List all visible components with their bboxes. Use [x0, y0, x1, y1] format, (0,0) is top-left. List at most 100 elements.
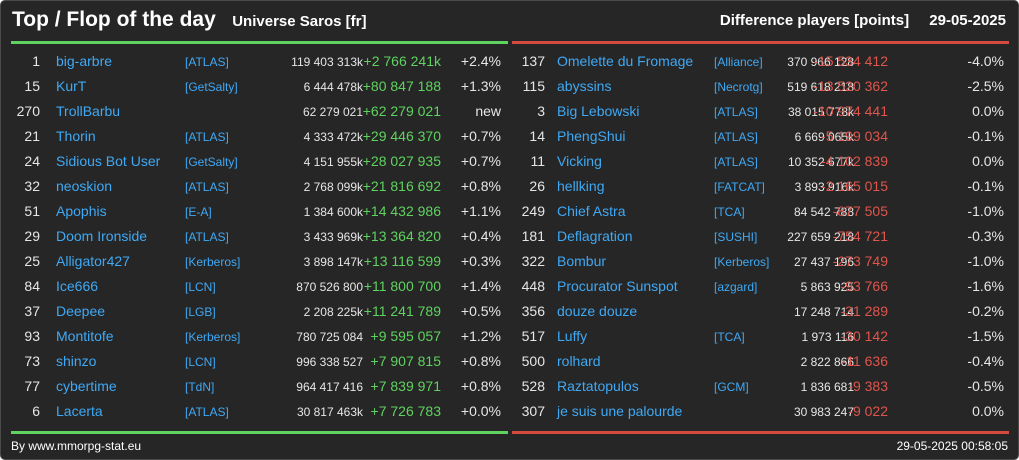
- alliance-tag[interactable]: [TCA]: [714, 205, 745, 219]
- alliance-tag[interactable]: [LCN]: [185, 355, 216, 369]
- points-diff: +7 726 783: [370, 403, 441, 419]
- universe-label: Universe Saros [fr]: [232, 13, 367, 30]
- alliance-tag[interactable]: [Kerberos]: [185, 255, 241, 269]
- alliance-tag[interactable]: [Kerberos]: [185, 330, 241, 344]
- points-diff: -9 022: [848, 403, 888, 419]
- player-name[interactable]: Omelette du Fromage: [557, 53, 694, 69]
- alliance-tag[interactable]: [ATLAS]: [714, 105, 758, 119]
- points: 2 768 099k: [303, 180, 363, 194]
- points: 227 659 218: [787, 230, 854, 244]
- top-accent-bar: [11, 41, 508, 44]
- player-name[interactable]: Ice666: [56, 278, 99, 294]
- rank: 1: [32, 53, 40, 69]
- alliance-tag[interactable]: [ATLAS]: [185, 230, 229, 244]
- points-diff: +28 027 935: [362, 153, 441, 169]
- alliance-tag[interactable]: [TCA]: [714, 330, 745, 344]
- alliance-tag[interactable]: [SUSHI]: [714, 230, 758, 244]
- flop-player-row: 11 Vicking [ATLAS] 10 352 677k -4 102 839 0.0…: [512, 149, 1009, 174]
- alliance-tag[interactable]: [ATLAS]: [185, 180, 229, 194]
- player-name[interactable]: Raztatopulos: [557, 378, 639, 394]
- alliance-tag[interactable]: [ATLAS]: [185, 405, 229, 419]
- rank: 500: [521, 353, 545, 369]
- alliance-tag[interactable]: [GetSalty]: [185, 80, 238, 94]
- points-diff: +13 116 599: [363, 253, 441, 269]
- points: 1 973 116: [801, 330, 855, 344]
- alliance-tag[interactable]: [FATCAT]: [714, 180, 765, 194]
- percent-change: +0.4%: [460, 228, 501, 244]
- player-name[interactable]: Deepee: [56, 303, 106, 319]
- top-player-row: 15 KurT [GetSalty] 6 444 478k +80 847 188 +1.…: [11, 74, 508, 99]
- points-diff: -10 974 441: [813, 103, 888, 119]
- rank: 21: [24, 128, 40, 144]
- flop-players-list: 137 Omelette du Fromage [Alliance] 370 966 …: [512, 49, 1009, 424]
- points-diff: +13 364 820: [362, 228, 441, 244]
- player-name[interactable]: Chief Astra: [557, 203, 626, 219]
- flop-accent-bar: [512, 41, 1009, 44]
- points-diff: +11 241 789: [363, 303, 441, 319]
- player-name[interactable]: shinzo: [56, 353, 97, 369]
- player-name[interactable]: Apophis: [56, 203, 107, 219]
- points-diff: -31 289: [840, 303, 888, 319]
- points-diff: +2 766 241k: [363, 53, 441, 69]
- alliance-tag[interactable]: [ATLAS]: [185, 130, 229, 144]
- flop-player-row: 307 je suis une palourde 30 983 247 -9 022 0…: [512, 399, 1009, 424]
- player-name[interactable]: Doom Ironside: [56, 228, 148, 244]
- alliance-tag[interactable]: [GCM]: [714, 380, 749, 394]
- player-name[interactable]: Lacerta: [56, 403, 103, 419]
- rank: 29: [24, 228, 40, 244]
- percent-change: +0.3%: [460, 253, 501, 269]
- alliance-tag[interactable]: [azgard]: [714, 280, 758, 294]
- player-name[interactable]: hellking: [557, 178, 605, 194]
- rank: 307: [521, 403, 545, 419]
- player-name[interactable]: cybertime: [56, 378, 117, 394]
- player-name[interactable]: Deflagration: [557, 228, 633, 244]
- top-player-row: 84 Ice666 [LCN] 870 526 800 +11 800 700 +1.4%: [11, 274, 508, 299]
- player-name[interactable]: Bombur: [557, 253, 607, 269]
- alliance-tag[interactable]: [LCN]: [185, 280, 216, 294]
- flop-player-row: 249 Chief Astra [TCA] 84 542 788 -877 505 -1.…: [512, 199, 1009, 224]
- flop-player-row: 448 Procurator Sunspot [azgard] 5 863 925 -9…: [512, 274, 1009, 299]
- percent-change: +1.1%: [460, 203, 501, 219]
- player-name[interactable]: Alligator427: [56, 253, 130, 269]
- player-name[interactable]: je suis une palourde: [557, 403, 683, 419]
- percent-change: -0.5%: [967, 378, 1004, 394]
- points-diff: -15 534 412: [813, 53, 888, 69]
- player-name[interactable]: KurT: [56, 78, 87, 94]
- player-name[interactable]: Vicking: [557, 153, 602, 169]
- player-name[interactable]: Sidious Bot User: [56, 153, 161, 169]
- player-name[interactable]: Montitofe: [56, 328, 114, 344]
- percent-change: -1.0%: [967, 253, 1004, 269]
- alliance-tag[interactable]: [E-A]: [185, 205, 212, 219]
- player-name[interactable]: douze douze: [557, 303, 638, 319]
- alliance-tag[interactable]: [Alliance]: [714, 55, 763, 69]
- player-name[interactable]: rolhard: [557, 353, 601, 369]
- alliance-tag[interactable]: [LGB]: [185, 305, 216, 319]
- player-name[interactable]: big-arbre: [56, 53, 113, 69]
- top-player-row: 77 cybertime [TdN] 964 417 416 +7 839 971 +0.…: [11, 374, 508, 399]
- points-diff: -4 102 839: [821, 153, 888, 169]
- points-diff: +80 847 188: [362, 78, 441, 94]
- player-name[interactable]: PhengShui: [557, 128, 626, 144]
- player-name[interactable]: Thorin: [56, 128, 96, 144]
- percent-change: +1.4%: [460, 278, 501, 294]
- alliance-tag[interactable]: [Kerberos]: [714, 255, 770, 269]
- alliance-tag[interactable]: [Necrotg]: [714, 80, 763, 94]
- alliance-tag[interactable]: [ATLAS]: [714, 155, 758, 169]
- points-diff: +7 907 815: [370, 353, 441, 369]
- alliance-tag[interactable]: [ATLAS]: [714, 130, 758, 144]
- points: 780 725 084: [296, 330, 363, 344]
- player-name[interactable]: Big Lebowski: [557, 103, 640, 119]
- player-name[interactable]: Procurator Sunspot: [557, 278, 678, 294]
- alliance-tag[interactable]: [ATLAS]: [185, 55, 229, 69]
- alliance-tag[interactable]: [GetSalty]: [185, 155, 238, 169]
- points: 17 248 714: [793, 305, 854, 319]
- alliance-tag[interactable]: [TdN]: [185, 380, 215, 394]
- rank: 14: [529, 128, 545, 144]
- source-link[interactable]: By www.mmorpg-stat.eu: [11, 439, 142, 453]
- rank: 249: [521, 203, 545, 219]
- player-name[interactable]: neoskion: [56, 178, 113, 194]
- player-name[interactable]: TrollBarbu: [56, 103, 121, 119]
- player-name[interactable]: Luffy: [557, 328, 588, 344]
- player-name[interactable]: abyssins: [557, 78, 612, 94]
- points: 6 669 065k: [794, 130, 854, 144]
